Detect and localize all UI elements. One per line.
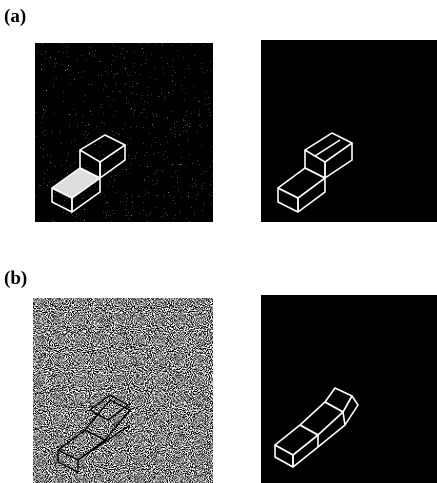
- noisy-image: [33, 298, 213, 483]
- clean-image: [261, 295, 437, 483]
- noisy-image: [35, 43, 213, 222]
- clean-image: [261, 40, 437, 222]
- panel-label: (b): [4, 268, 27, 289]
- panel-label: (a): [4, 6, 26, 27]
- figure: (a) (b): [0, 0, 437, 483]
